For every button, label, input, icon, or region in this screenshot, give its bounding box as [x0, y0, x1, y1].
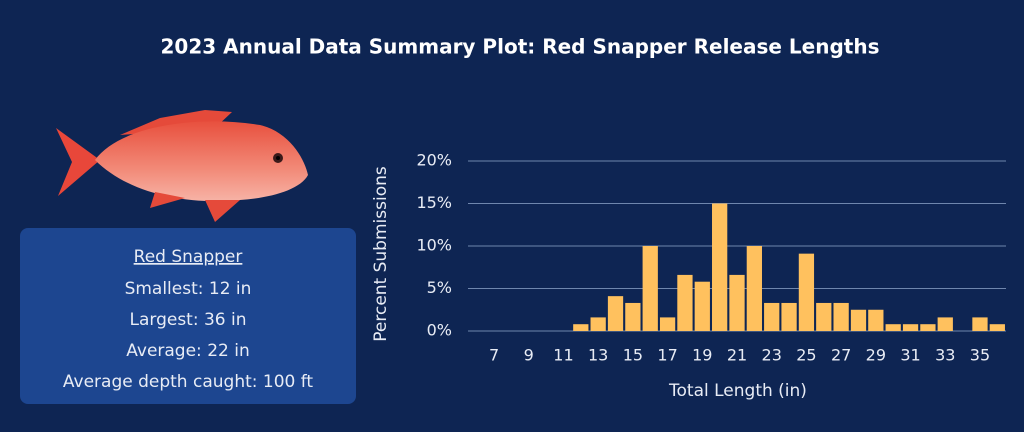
bar: [729, 274, 745, 331]
x-tick-label: 23: [762, 346, 782, 365]
x-tick-label: 21: [727, 346, 747, 365]
y-tick-label: 0%: [427, 321, 452, 340]
chart-title: 2023 Annual Data Summary Plot: Red Snapp…: [161, 35, 880, 59]
bar: [625, 302, 641, 331]
bar: [642, 246, 658, 331]
x-tick-label: 29: [866, 346, 886, 365]
info-heading: Red Snapper: [134, 247, 243, 267]
bar: [850, 309, 867, 331]
bar: [712, 203, 728, 331]
y-tick-label: 10%: [416, 236, 452, 255]
bar: [868, 309, 884, 331]
x-tick-label: 19: [692, 346, 712, 365]
x-tick-label: 31: [900, 346, 920, 365]
info-panel: [20, 228, 356, 404]
x-tick-label: 11: [553, 346, 573, 365]
x-axis-label: Total Length (in): [668, 381, 807, 401]
y-tick-label: 15%: [416, 193, 452, 212]
bar: [781, 302, 797, 331]
x-tick-label: 15: [623, 346, 643, 365]
x-tick-label: 35: [970, 346, 990, 365]
bar: [694, 281, 710, 331]
bar: [798, 253, 815, 331]
bar: [816, 302, 832, 331]
info-line: Smallest: 12 in: [125, 279, 252, 299]
bar: [764, 302, 780, 331]
bar: [833, 302, 849, 331]
bar: [590, 317, 606, 331]
bar: [573, 324, 589, 331]
bar: [937, 317, 953, 331]
x-tick-label: 7: [489, 346, 499, 365]
bar: [920, 324, 936, 331]
info-line: Largest: 36 in: [129, 310, 246, 330]
y-tick-label: 5%: [427, 278, 452, 297]
x-tick-label: 17: [657, 346, 677, 365]
bar: [659, 317, 676, 331]
fish-illustration: [56, 110, 308, 222]
bar: [746, 246, 762, 331]
info-line: Average depth caught: 100 ft: [63, 372, 314, 392]
x-tick-label: 13: [588, 346, 608, 365]
info-line: Average: 22 in: [126, 341, 249, 361]
x-tick-label: 25: [796, 346, 816, 365]
bar: [885, 324, 901, 331]
x-tick-label: 9: [524, 346, 534, 365]
bar: [989, 324, 1005, 331]
x-tick-label: 33: [935, 346, 955, 365]
x-tick-label: 27: [831, 346, 851, 365]
bar: [972, 317, 988, 331]
y-axis-label: Percent Submissions: [371, 166, 391, 342]
bar: [902, 324, 919, 331]
bar: [607, 296, 624, 331]
bar: [677, 274, 693, 331]
y-tick-label: 20%: [416, 151, 452, 170]
